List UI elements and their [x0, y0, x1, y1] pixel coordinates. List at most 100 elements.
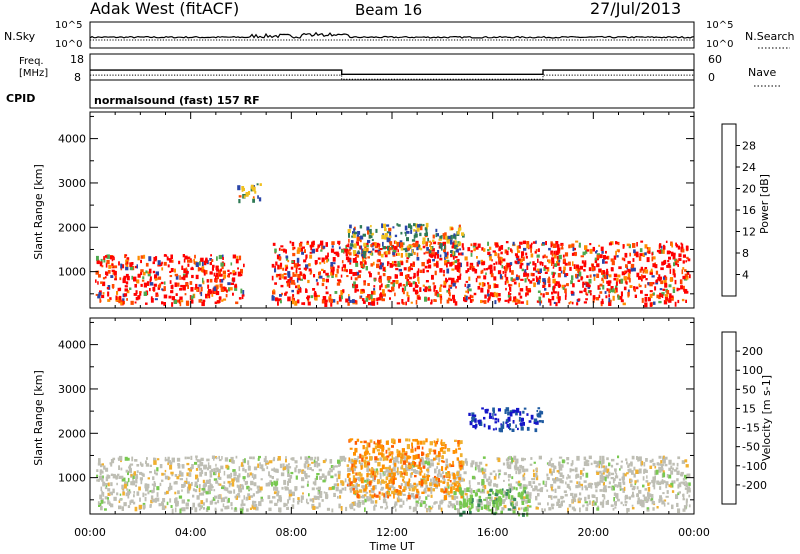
echo-cell: [249, 472, 253, 476]
echo-cell: [126, 298, 128, 301]
echo-cell: [544, 288, 547, 291]
echo-cell: [279, 300, 282, 304]
echo-cell: [181, 265, 184, 270]
echo-cell: [406, 444, 410, 450]
echo-cell: [677, 456, 681, 460]
echo-cell: [556, 244, 560, 248]
echo-cell: [434, 252, 438, 256]
echo-cell: [446, 465, 448, 469]
echo-cell: [625, 270, 628, 274]
echo-cell: [413, 482, 416, 486]
echo-cell: [526, 288, 529, 293]
echo-cell: [350, 486, 354, 490]
echo-cell: [260, 478, 263, 481]
echo-cell: [277, 264, 280, 270]
echo-cell: [636, 486, 639, 490]
echo-cell: [345, 506, 348, 512]
echo-cell: [232, 270, 236, 274]
echo-cell: [349, 246, 353, 250]
echo-cell: [408, 223, 411, 229]
echo-cell: [111, 255, 115, 258]
echo-cell: [478, 282, 482, 286]
colorbar-tick-label: 15: [742, 402, 756, 415]
echo-cell: [431, 252, 435, 255]
echo-cell: [349, 488, 353, 493]
echo-cell: [126, 261, 129, 265]
echo-cell: [140, 259, 142, 264]
colorbar-tick-label: 28: [742, 140, 756, 153]
echo-cell: [615, 473, 618, 476]
freq-unit-label: [MHz]: [19, 68, 48, 79]
echo-cell: [386, 473, 389, 477]
echo-cell: [601, 494, 605, 498]
echo-cell: [238, 473, 241, 478]
echo-cell: [667, 260, 670, 263]
echo-cell: [585, 298, 588, 301]
echo-cell: [107, 482, 110, 487]
echo-cell: [400, 261, 404, 266]
echo-cell: [321, 499, 324, 502]
echo-cell: [426, 453, 430, 458]
echo-cell: [330, 302, 333, 307]
echo-cell: [131, 480, 135, 486]
echo-cell: [248, 487, 251, 490]
echo-cell: [371, 298, 375, 302]
echo-cell: [534, 428, 538, 433]
echo-cell: [491, 500, 494, 504]
echo-cell: [294, 467, 297, 473]
echo-cell: [663, 455, 665, 461]
echo-cell: [99, 476, 103, 481]
echo-cell: [507, 299, 510, 304]
echo-cell: [645, 469, 648, 473]
echo-cell: [604, 275, 607, 280]
echo-cell: [287, 499, 289, 504]
echo-cell: [535, 420, 539, 425]
echo-cell: [366, 496, 369, 500]
echo-cell: [508, 478, 510, 482]
echo-cell: [410, 301, 413, 304]
echo-cell: [580, 470, 583, 475]
echo-cell: [394, 245, 398, 250]
echo-cell: [121, 484, 124, 490]
echo-cell: [521, 498, 524, 503]
echo-cell: [486, 478, 489, 482]
echo-cell: [405, 464, 407, 468]
echo-cell: [317, 491, 320, 495]
echo-cell: [392, 249, 396, 253]
echo-cell: [164, 491, 167, 495]
echo-cell: [488, 501, 491, 507]
echo-cell: [315, 279, 318, 282]
echo-cell: [124, 456, 128, 461]
echo-cell: [189, 466, 193, 470]
echo-cell: [259, 486, 263, 491]
echo-cell: [435, 477, 438, 481]
echo-cell: [687, 473, 691, 477]
echo-cell: [357, 484, 360, 487]
echo-cell: [189, 469, 192, 472]
echo-cell: [499, 274, 503, 279]
echo-cell: [292, 498, 295, 503]
echo-cell: [277, 469, 279, 473]
echo-cell: [521, 252, 524, 257]
echo-cell: [396, 223, 399, 226]
echo-cell: [244, 458, 246, 463]
echo-cell: [232, 469, 236, 473]
echo-cell: [109, 297, 112, 301]
echo-cell: [200, 500, 204, 505]
echo-cell: [659, 243, 662, 248]
echo-cell: [564, 284, 566, 288]
echo-cell: [483, 282, 486, 287]
echo-cell: [102, 292, 105, 295]
echo-cell: [242, 476, 246, 480]
echo-cell: [439, 480, 443, 483]
echo-cell: [682, 267, 685, 270]
echo-cell: [252, 493, 255, 497]
echo-cell: [438, 238, 442, 241]
echo-cell: [448, 292, 451, 297]
echo-cell: [380, 439, 382, 444]
echo-cell: [492, 250, 496, 253]
echo-cell: [638, 276, 641, 280]
echo-cell: [271, 294, 274, 298]
echo-cell: [435, 233, 438, 238]
echo-cell: [130, 300, 134, 305]
